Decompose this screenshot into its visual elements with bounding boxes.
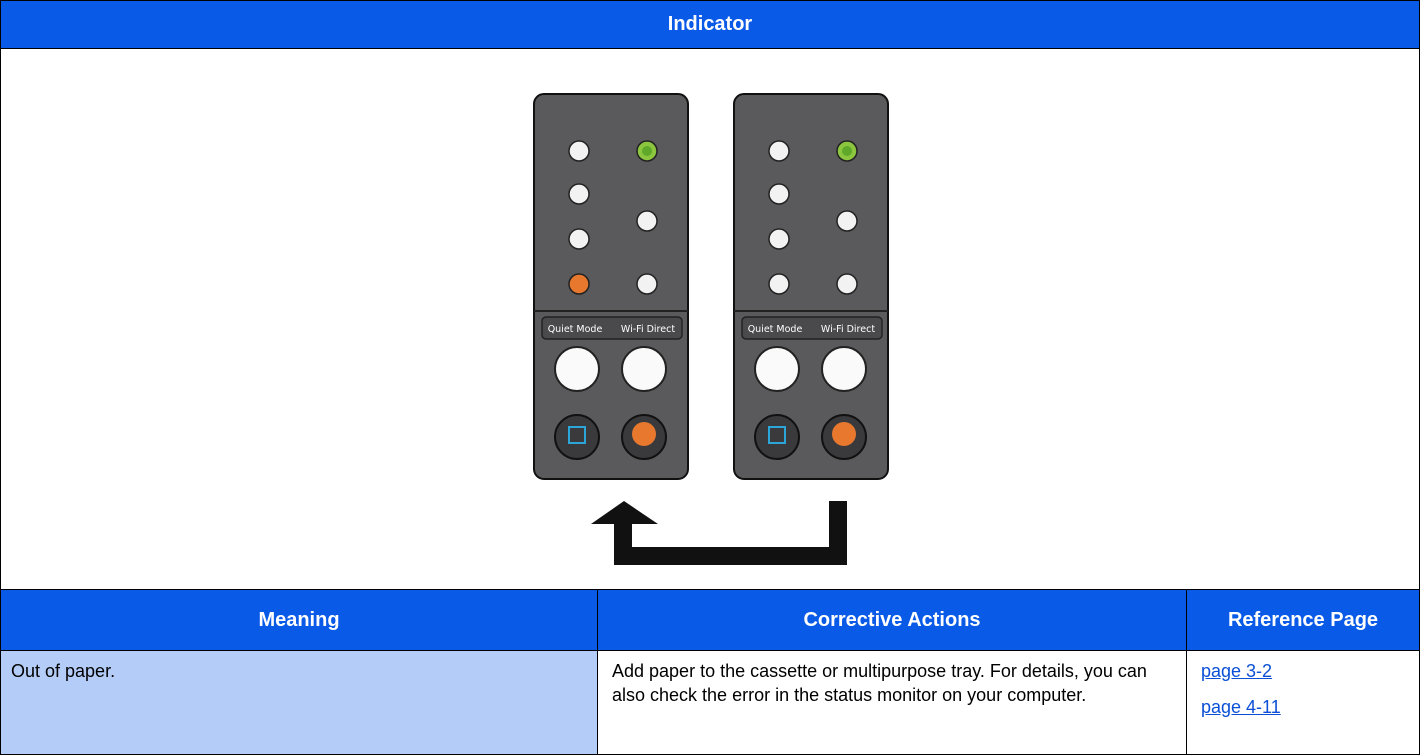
arrow-head xyxy=(591,501,658,524)
indicator-led xyxy=(768,183,790,205)
go-icon xyxy=(568,426,586,444)
wifi-button xyxy=(621,346,667,392)
indicator-title: Indicator xyxy=(1,1,1419,49)
button-label: Quiet Mode xyxy=(748,324,803,335)
action-cell: Add paper to the cassette or multipurpos… xyxy=(598,651,1187,754)
indicator-led xyxy=(568,183,590,205)
indicator-led xyxy=(636,210,658,232)
header-meaning: Meaning xyxy=(1,590,598,650)
power-dot xyxy=(642,146,652,156)
indicator-led xyxy=(836,273,858,295)
indicator-led xyxy=(568,228,590,250)
button-label: Wi-Fi Direct xyxy=(821,324,875,335)
arrow xyxy=(623,501,847,565)
button-label: Wi-Fi Direct xyxy=(621,324,675,335)
indicator-led xyxy=(768,273,790,295)
indicator-led xyxy=(836,210,858,232)
reference-link[interactable]: page 3-2 xyxy=(1201,661,1273,681)
header-reference: Reference Page xyxy=(1187,590,1419,650)
meaning-cell: Out of paper. xyxy=(1,651,598,754)
stop-icon xyxy=(832,422,856,446)
indicator-led xyxy=(768,228,790,250)
header-actions: Corrective Actions xyxy=(598,590,1187,650)
label-bar xyxy=(541,316,683,340)
control-panel: Quiet Mode Wi-Fi Direct xyxy=(533,93,689,480)
label-bar xyxy=(741,316,883,340)
go-icon xyxy=(768,426,786,444)
quiet-button xyxy=(754,346,800,392)
indicator-led xyxy=(568,140,590,162)
indicator-led xyxy=(568,273,590,295)
power-dot xyxy=(842,146,852,156)
wifi-button xyxy=(821,346,867,392)
button-label: Quiet Mode xyxy=(548,324,603,335)
indicator-led xyxy=(636,273,658,295)
reference-link[interactable]: page 4-11 xyxy=(1201,697,1281,717)
indicator-figure: Quiet Mode Wi-Fi Direct Quiet Mode Wi-Fi Di… xyxy=(533,93,889,565)
go-button xyxy=(554,414,600,460)
indicator-led xyxy=(768,140,790,162)
stop-icon xyxy=(632,422,656,446)
panel-body xyxy=(733,93,889,480)
control-panel: Quiet Mode Wi-Fi Direct xyxy=(733,93,889,480)
panel-body xyxy=(533,93,689,480)
go-button xyxy=(754,414,800,460)
quiet-button xyxy=(554,346,600,392)
